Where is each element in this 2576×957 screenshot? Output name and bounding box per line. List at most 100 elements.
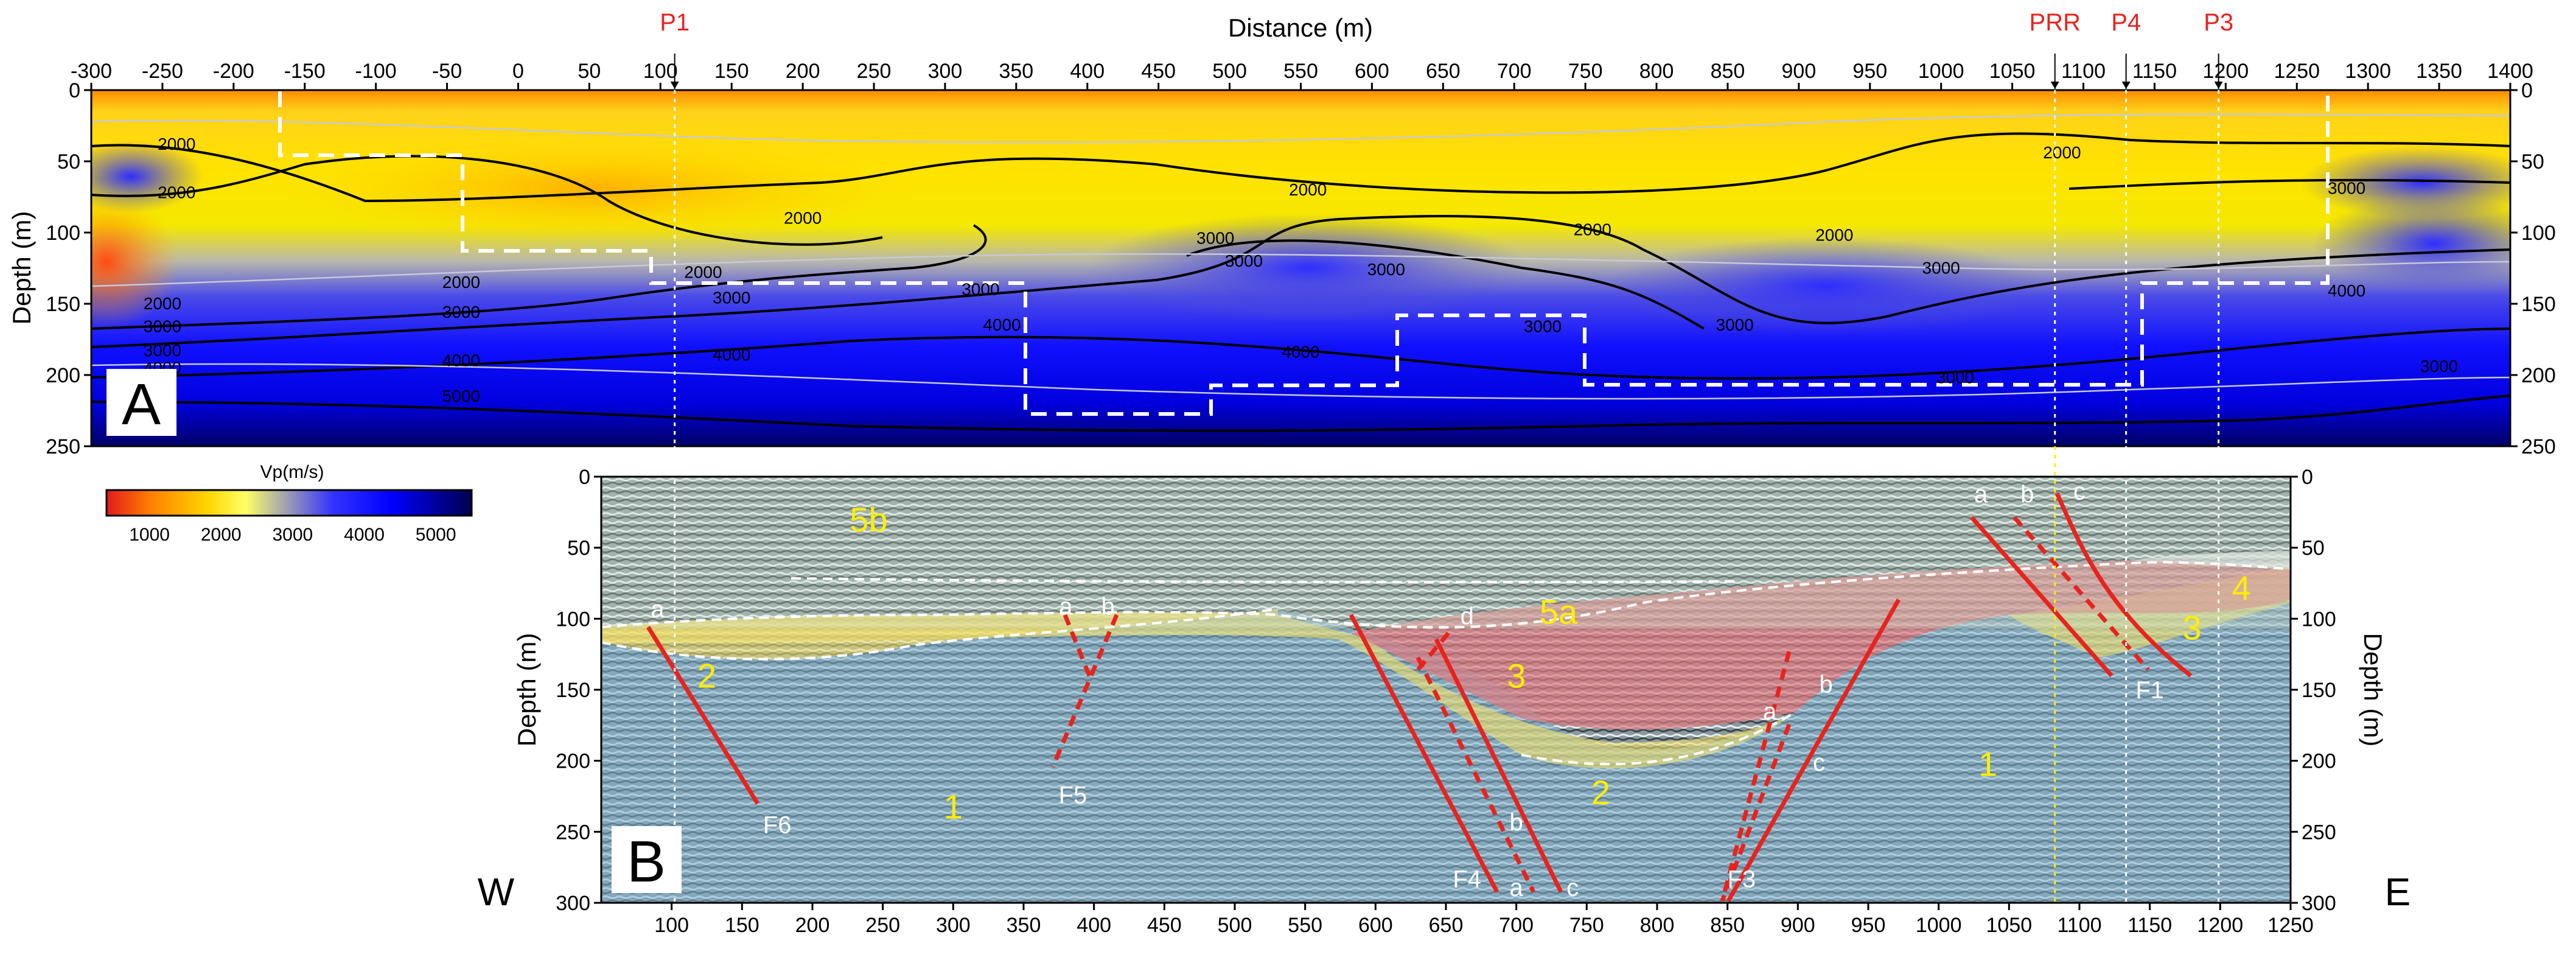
panel-a-label-box <box>106 369 176 436</box>
profile-arrowhead <box>670 82 679 89</box>
high-velocity-anomaly <box>2312 195 2510 292</box>
contour-label: 3000 <box>713 289 750 307</box>
unit-label: 5a <box>1540 593 1578 631</box>
y-tick-label: 0 <box>69 79 80 102</box>
x-tick-label: 400 <box>1070 60 1105 83</box>
x-tick-label: 1100 <box>2061 60 2106 83</box>
y-tick-label: 250 <box>2521 435 2556 458</box>
fault-strand-label: a <box>1059 593 1073 620</box>
x-tick-label: 1350 <box>2416 60 2462 83</box>
x-tick-label: 200 <box>795 914 830 937</box>
contour-2000 <box>91 155 883 246</box>
y-tick-label: 0 <box>2521 79 2533 102</box>
x-tick-label: 1000 <box>1918 60 1964 83</box>
contour-label: 2000 <box>1574 220 1611 239</box>
unit-boundary <box>1521 711 1796 766</box>
contour-label: 4000 <box>442 351 480 370</box>
velocity-panel: -300 -250 -200 -150 -100 -50 0 50 100 150 200 250 30… <box>7 9 2556 458</box>
y-tick-label: 50 <box>567 537 590 560</box>
x-tick-label: 1000 <box>1916 914 1962 937</box>
contour-label: 2000 <box>784 209 822 228</box>
x-tick-label: 1150 <box>2132 60 2177 83</box>
x-tick-label: 650 <box>1426 60 1461 83</box>
unit-5b <box>601 477 2291 629</box>
x-tick-label: 50 <box>578 60 601 83</box>
contour-label: 3000 <box>442 303 480 321</box>
panel-b-label: B <box>627 829 666 894</box>
contour-4000 <box>91 328 2510 380</box>
east-label: E <box>2385 870 2411 914</box>
y-tick-label: 50 <box>2521 150 2544 174</box>
x-tick-label: -250 <box>142 60 183 83</box>
x-tick-label: 600 <box>1355 60 1389 83</box>
panel-a-ylabel: Depth (m) <box>7 211 36 325</box>
y-tick-label: 150 <box>2521 293 2556 316</box>
contour-label: 4000 <box>983 315 1021 334</box>
fault-strand-label: a <box>1763 698 1777 725</box>
x-tick-label: 1050 <box>1986 914 2033 937</box>
x-tick-label: 600 <box>1358 914 1393 937</box>
panel-b-ylabel-right: Depth (m) <box>2359 633 2387 747</box>
fault-f1a <box>1970 516 2114 678</box>
y-tick-label: 100 <box>556 608 590 631</box>
contour-label: 3000 <box>1936 368 1974 387</box>
x-tick-label: 1300 <box>2345 60 2391 83</box>
unit-label: 1 <box>944 787 963 826</box>
unit-label: 2 <box>1591 773 1610 812</box>
panel-a-xlabel: Distance (m) <box>1228 13 1373 42</box>
y-tick-label: 300 <box>2302 892 2336 915</box>
profile-lines: P1 PRR P4 P3 <box>660 9 2233 446</box>
contour-label: 5000 <box>442 387 480 405</box>
seismic-units <box>601 477 2291 903</box>
unit-boundary <box>791 577 1735 584</box>
ray-coverage-outline <box>278 91 2330 416</box>
fault-strand-label: b <box>1510 809 1523 836</box>
contour-5000 <box>91 394 2510 432</box>
x-tick-label: 450 <box>1141 60 1176 83</box>
contour-label: 2000 <box>1289 180 1327 199</box>
unit-label: 3 <box>2182 608 2201 647</box>
x-tick-label: 900 <box>1781 914 1815 937</box>
profile-label: PRR <box>2030 9 2081 36</box>
y-tick-label: 150 <box>556 679 590 702</box>
velocity-anomalies <box>91 91 2510 432</box>
low-velocity-anomaly <box>91 195 180 329</box>
y-tick-label: 0 <box>579 466 590 489</box>
contour-labels: 2000 2000 2000 3000 3000 4000 2000 3000 4000 5000… <box>144 135 2458 405</box>
fault-f3a <box>1720 723 1792 902</box>
x-tick-label: 500 <box>1218 914 1252 937</box>
x-tick-label: 500 <box>1212 60 1247 83</box>
fault-f5b <box>1050 614 1119 768</box>
colorbar-tick-label: 3000 <box>273 525 313 545</box>
fault-strand-label: a <box>1974 481 1988 508</box>
x-tick-label: -300 <box>71 60 112 83</box>
colorbar-ticks: 1000 2000 3000 4000 5000 <box>129 525 456 545</box>
fault-strand-label: c <box>1566 874 1579 901</box>
fault-strand-label: c <box>2073 478 2086 505</box>
x-tick-label: -100 <box>355 60 397 83</box>
x-tick-label: 100 <box>654 914 689 937</box>
fault-label: F1 <box>2135 677 2164 704</box>
fault-label: F4 <box>1453 866 1481 892</box>
colorbar-tick-label: 5000 <box>416 525 456 545</box>
contour-2000 <box>91 224 987 330</box>
x-tick-label: 550 <box>1283 60 1318 83</box>
x-tick-label: 300 <box>928 60 963 83</box>
unit-label: 5b <box>850 500 887 539</box>
y-tick-label: 100 <box>2302 608 2336 631</box>
colorbar: Vp(m/s) 1000 2000 3000 4000 5000 <box>105 462 473 545</box>
x-tick-label: -150 <box>284 60 326 83</box>
fault-f4a <box>1349 614 1499 893</box>
x-tick-label: 550 <box>1288 914 1322 937</box>
contour-label: 3000 <box>2328 178 2365 197</box>
contour-label: 3000 <box>144 341 181 360</box>
contour-label: 3000 <box>962 280 999 299</box>
contour-label: 3000 <box>2420 357 2458 376</box>
high-velocity-anomaly <box>1607 237 2045 335</box>
unit-label: 3 <box>1507 657 1526 695</box>
x-tick-label: 950 <box>1851 914 1886 937</box>
fault-strand-label: a <box>1510 874 1524 901</box>
contour-label: 3000 <box>1922 259 1960 278</box>
fault-f5a <box>1063 614 1092 677</box>
